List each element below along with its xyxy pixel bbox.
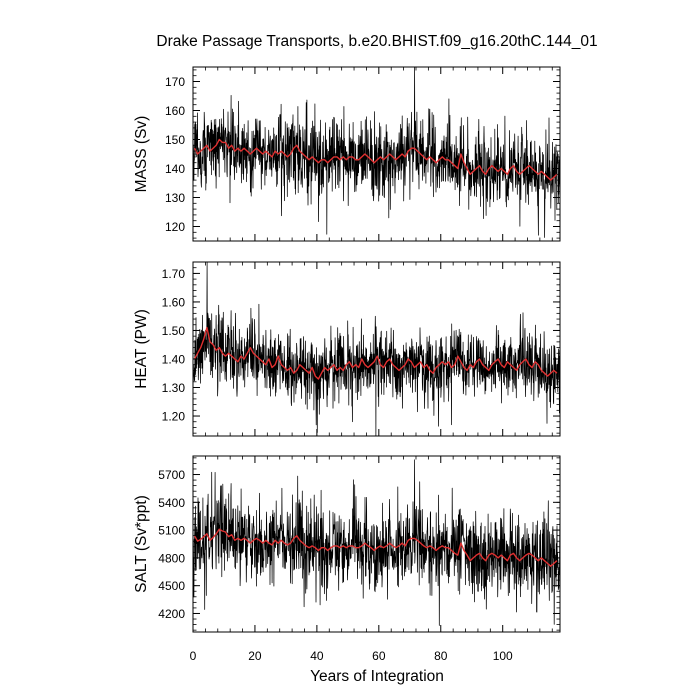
y-tick-label: 4200	[158, 607, 185, 621]
y-tick-label: 5400	[158, 496, 185, 510]
y-tick-label: 1.20	[162, 410, 186, 424]
y-axis-label: SALT (Sv*ppt)	[133, 495, 150, 593]
y-tick-label: 4500	[158, 579, 185, 593]
chart-title: Drake Passage Transports, b.e20.BHIST.f0…	[156, 33, 597, 50]
panel-3: 4200 4500 4800 5100 5400 5700 SALT (Sv*ppt) 0 20…	[133, 455, 561, 663]
y-tick-label: 4800	[158, 551, 185, 565]
y-tick-label: 160	[165, 104, 185, 118]
x-tick-label: 100	[493, 649, 513, 663]
y-tick-label: 140	[165, 162, 185, 176]
annual-mean-line	[193, 138, 558, 181]
plot-frame	[192, 455, 561, 633]
y-tick-label: 120	[165, 220, 185, 234]
monthly-series-line	[193, 67, 560, 238]
plot-frame	[192, 261, 561, 437]
y-tick-label: 5700	[158, 468, 185, 482]
x-tick-label: 80	[434, 649, 448, 663]
x-tick-label: 0	[190, 649, 197, 663]
y-tick-label: 1.50	[162, 324, 186, 338]
y-tick-label: 1.30	[162, 381, 186, 395]
annual-mean-line	[193, 326, 558, 380]
y-tick-label: 130	[165, 191, 185, 205]
y-tick-label: 170	[165, 75, 185, 89]
x-tick-label: 20	[248, 649, 262, 663]
y-axis-label: HEAT (PW)	[133, 309, 150, 389]
panel-2: 1.20 1.30 1.40 1.50 1.60 1.70 HEAT (PW)	[133, 261, 561, 437]
panel-1: 120 130 140 150 160 170 MASS (Sv)	[133, 66, 561, 242]
x-tick-label: 40	[310, 649, 324, 663]
y-tick-label: 1.60	[162, 295, 186, 309]
y-tick-label: 1.40	[162, 352, 186, 366]
y-axis-label: MASS (Sv)	[133, 116, 150, 193]
x-tick-label: 60	[372, 649, 386, 663]
y-tick-label: 1.70	[162, 267, 186, 281]
x-axis-label: Years of Integration	[310, 668, 444, 685]
plot-frame	[192, 66, 561, 242]
monthly-series-line	[193, 262, 560, 436]
y-tick-label: 5100	[158, 524, 185, 538]
y-tick-label: 150	[165, 133, 185, 147]
annual-mean-line	[193, 528, 558, 567]
